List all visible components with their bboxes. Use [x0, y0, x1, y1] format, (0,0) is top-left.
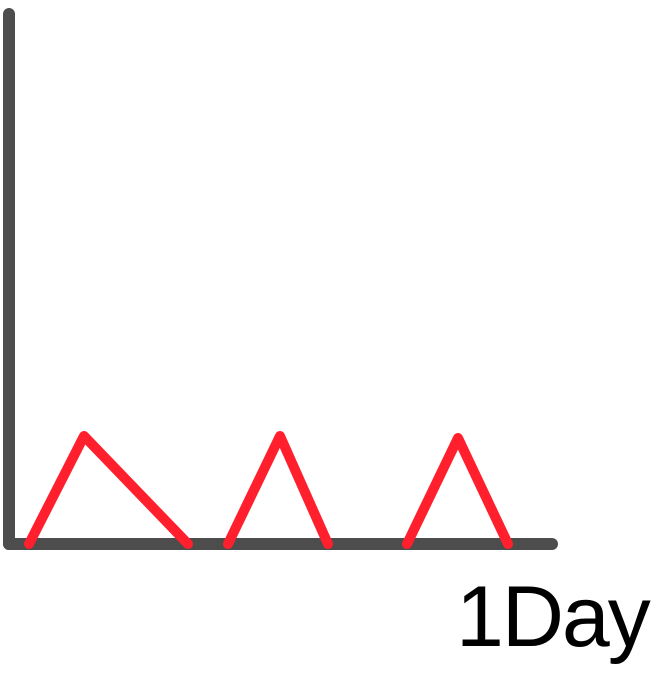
x-axis-label: 1Day [456, 569, 651, 665]
spike-1 [24, 431, 193, 549]
series-group [24, 431, 513, 549]
spike-3 [402, 433, 513, 549]
spike-2 [223, 431, 333, 549]
